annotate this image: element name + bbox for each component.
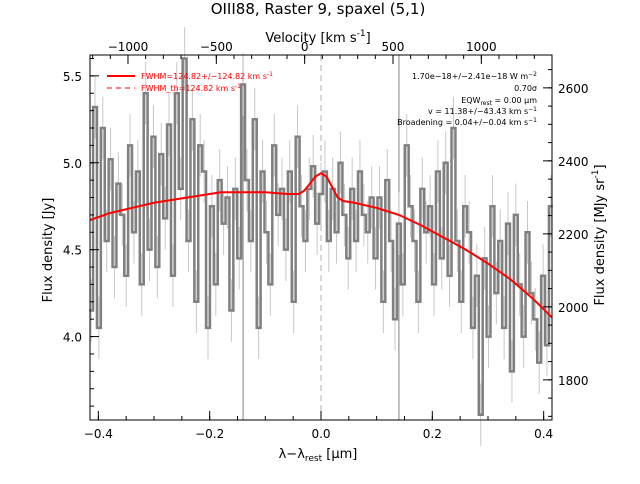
velocity-tick-label: 500	[382, 40, 405, 54]
y-right-tick-label: 2200	[558, 228, 589, 242]
top-axis-label: Velocity [km s-1]	[265, 29, 370, 46]
x-tick-label: 0.4	[534, 427, 553, 441]
chart-title: OIII88, Raster 9, spaxel (5,1)	[211, 0, 426, 18]
velocity-tick-label: −500	[200, 40, 233, 54]
series-layer	[89, 27, 553, 447]
x-tick-label: −0.2	[195, 427, 224, 441]
y-right-tick-label: 2000	[558, 301, 589, 315]
velocity-tick-label: −1000	[108, 40, 149, 54]
x-axis-label: λ−λrest [μm]	[279, 447, 358, 464]
legend: FWHM=124.82+/−124.82 km s-1 FWHM_th=124.…	[107, 71, 273, 93]
legend-entry-fwhm: FWHM=124.82+/−124.82 km s-1	[141, 71, 273, 81]
x-tick-label: 0.2	[423, 427, 442, 441]
annotation-line-flux: 1.70e−18+/−2.41e−18 W m−2	[412, 71, 537, 81]
velocity-tick-label: 0	[301, 40, 309, 54]
annotation-velocity: v = 11.38+/−43.43 km s−1	[428, 106, 537, 116]
annotation-broadening: Broadening = 0.04+/−0.04 km s−1	[397, 117, 537, 127]
y-right-tick-label: 2400	[558, 155, 589, 169]
y-left-tick-label: 4.0	[63, 331, 82, 345]
y-left-tick-label: 5.5	[63, 70, 82, 84]
y-right-tick-label: 2600	[558, 82, 589, 96]
x-tick-label: 0.0	[311, 427, 330, 441]
legend-entry-fwhm-th: FWHM_th=124.82 km s-1	[141, 83, 241, 93]
velocity-tick-label: 1000	[466, 40, 497, 54]
y-right-tick-label: 1800	[558, 374, 589, 388]
y-axis-label-left: Flux density [Jy]	[41, 198, 56, 303]
y-axis-label-right: Flux density [MJy sr-1]	[591, 164, 608, 305]
annotation-eqw: EQWrest = 0.00 μm	[461, 96, 537, 107]
annotation-sigma: 0.70σ	[514, 84, 537, 93]
x-tick-label: −0.4	[84, 427, 113, 441]
spectrum-step-line	[89, 57, 553, 417]
fit-annotations: 1.70e−18+/−2.41e−18 W m−2 0.70σ EQWrest …	[397, 71, 537, 127]
y-left-tick-label: 5.0	[63, 157, 82, 171]
y-left-tick-label: 4.5	[63, 244, 82, 258]
fit-curve	[89, 172, 553, 319]
axes-layer: −0.4 −0.2 0.0 0.2 0.4 −1000 −500 0 500 1000 4.0 4.5…	[63, 40, 589, 441]
